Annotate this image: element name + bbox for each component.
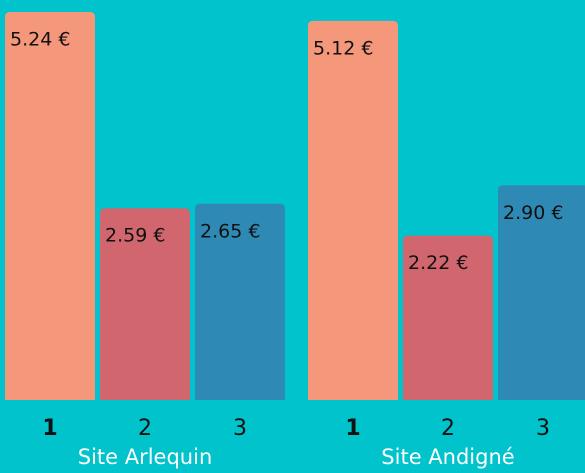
bar-label: 2	[441, 416, 455, 441]
bar	[5, 12, 95, 400]
bar-label: 3	[536, 416, 550, 441]
value-label: 5.24 €	[10, 29, 70, 51]
bar-label: 3	[233, 416, 247, 441]
group-label: Site Arlequin	[78, 445, 213, 469]
bar-label: 1	[345, 416, 360, 441]
value-label: 2.22 €	[408, 252, 468, 274]
bar	[308, 20, 398, 400]
bar-label: 2	[138, 416, 152, 441]
bar	[403, 235, 493, 400]
value-label: 2.59 €	[105, 225, 165, 247]
value-label: 5.12 €	[313, 37, 373, 59]
value-label: 2.90 €	[503, 202, 563, 224]
bar-label: 1	[42, 416, 57, 441]
bar	[195, 203, 285, 400]
group-label: Site Andigné	[381, 445, 514, 469]
value-label: 2.65 €	[200, 220, 260, 242]
bar	[100, 208, 190, 400]
bar	[498, 185, 585, 400]
